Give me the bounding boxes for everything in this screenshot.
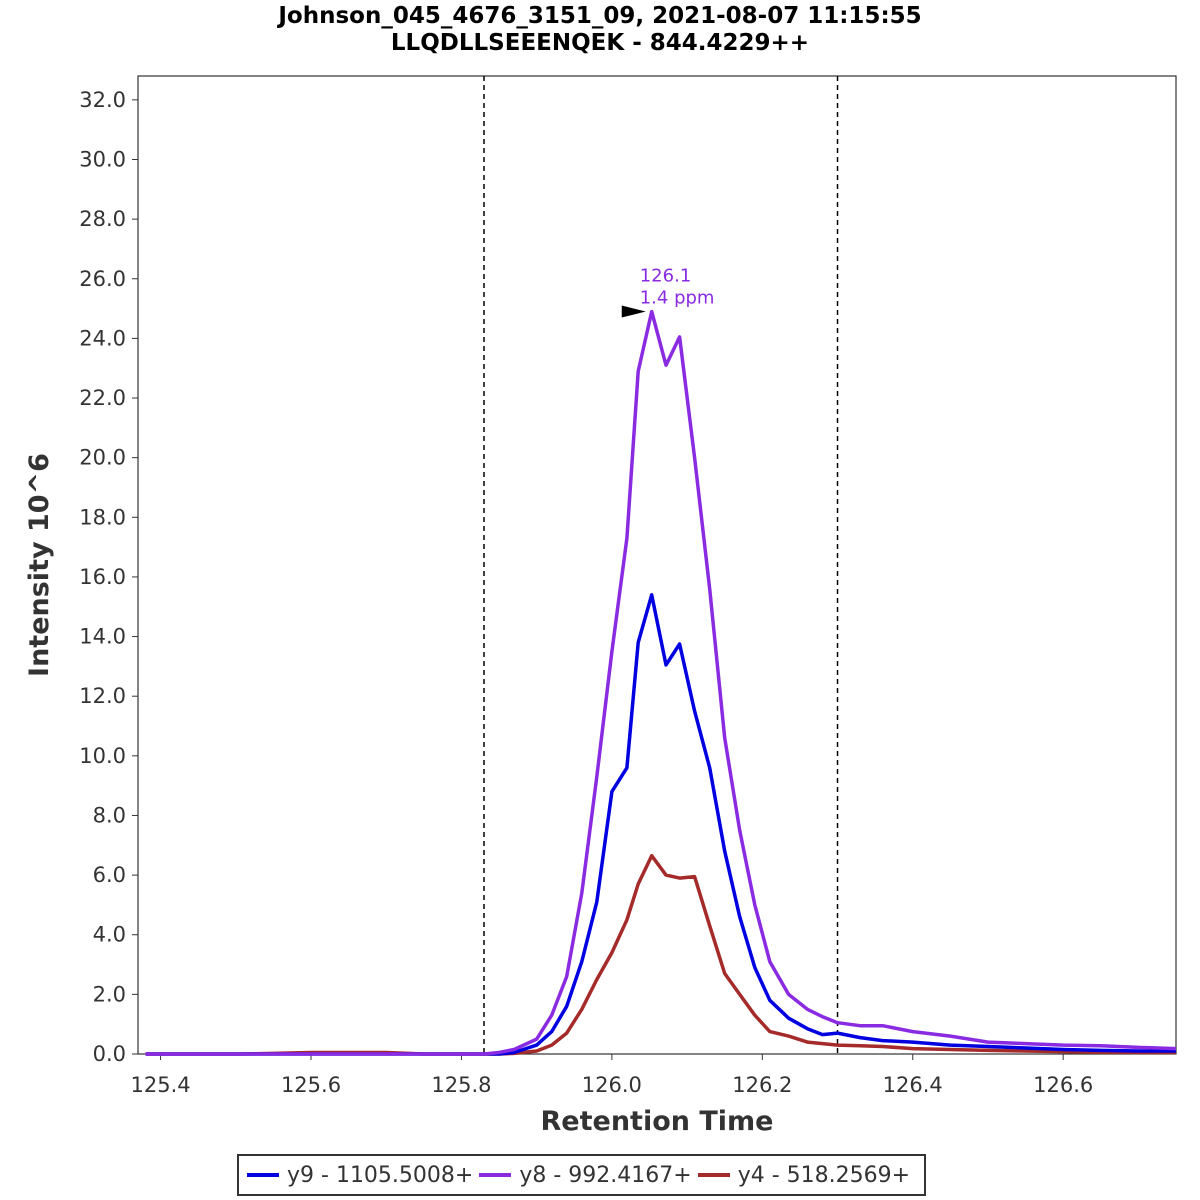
y-tick-label: 2.0 xyxy=(93,982,126,1006)
y-tick-label: 4.0 xyxy=(93,923,126,947)
peak-boundaries xyxy=(483,76,839,1054)
y-tick-label: 24.0 xyxy=(79,326,126,350)
y-tick-label: 18.0 xyxy=(79,505,126,529)
peak-arrow-icon xyxy=(621,305,646,318)
x-tick-label: 126.2 xyxy=(732,1073,792,1097)
y-tick-label: 16.0 xyxy=(79,565,126,589)
y-tick-label: 10.0 xyxy=(79,744,126,768)
chart-canvas: 0.0 2.0 4.0 6.0 8.0 10.0 12.0 14.0 16.0 18.0 20.0 2… xyxy=(24,75,1177,1137)
x-tick-label: 126.0 xyxy=(582,1073,642,1097)
legend-item: y9 - 1105.5008+ xyxy=(247,1163,473,1188)
y-tick-label: 32.0 xyxy=(79,88,126,112)
annotation-ppm: 1.4 ppm xyxy=(640,288,715,309)
series-group xyxy=(145,309,1177,1056)
chart-title-line1: Johnson_045_4676_3151_09, 2021-08-07 11:… xyxy=(278,3,922,29)
x-tick-label: 126.6 xyxy=(1033,1073,1093,1097)
x-tick-label: 125.8 xyxy=(431,1073,491,1097)
y-tick-label: 28.0 xyxy=(79,207,126,231)
x-tick-label: 125.6 xyxy=(281,1073,341,1097)
legend-label: y8 - 992.4167+ xyxy=(519,1162,692,1188)
y-tick-label: 6.0 xyxy=(93,863,126,887)
legend-swatch xyxy=(697,1173,730,1177)
peak-annotation: 126.11.4 ppm xyxy=(621,266,715,318)
chart-title-line2: LLQDLLSEEENQEK - 844.4229++ xyxy=(390,30,810,56)
x-axis: 125.4 125.6 125.8 126.0 126.2 126.4 126.6 xyxy=(131,1054,1093,1097)
y-tick-label: 20.0 xyxy=(79,446,126,470)
series-line-y8 xyxy=(145,309,1177,1056)
legend-item: y4 - 518.2569+ xyxy=(697,1162,911,1188)
y-axis: 0.0 2.0 4.0 6.0 8.0 10.0 12.0 14.0 16.0 18.0 20.0 2… xyxy=(79,88,138,1066)
x-tick-label: 126.4 xyxy=(883,1073,943,1097)
legend-label: y4 - 518.2569+ xyxy=(737,1162,911,1188)
x-tick-label: 125.4 xyxy=(131,1073,191,1097)
y-tick-label: 26.0 xyxy=(79,267,126,291)
y-tick-label: 12.0 xyxy=(79,684,126,708)
legend-swatch xyxy=(479,1173,512,1177)
x-axis-title: Retention Time xyxy=(541,1106,774,1137)
legend-label: y9 - 1105.5008+ xyxy=(287,1162,474,1188)
y-tick-label: 0.0 xyxy=(93,1042,126,1066)
plot-area xyxy=(137,75,1177,1055)
y-tick-label: 8.0 xyxy=(93,803,126,827)
legend: y9 - 1105.5008+ y8 - 992.4167+ y4 - 518.25… xyxy=(237,1154,927,1196)
y-tick-label: 30.0 xyxy=(79,147,126,171)
annotation-rt: 126.1 xyxy=(640,266,692,287)
y-tick-label: 22.0 xyxy=(79,386,126,410)
legend-item: y8 - 992.4167+ xyxy=(479,1162,692,1188)
legend-swatch xyxy=(247,1173,279,1177)
y-tick-label: 14.0 xyxy=(79,625,126,649)
y-axis-title: Intensity 10^6 xyxy=(24,453,55,677)
